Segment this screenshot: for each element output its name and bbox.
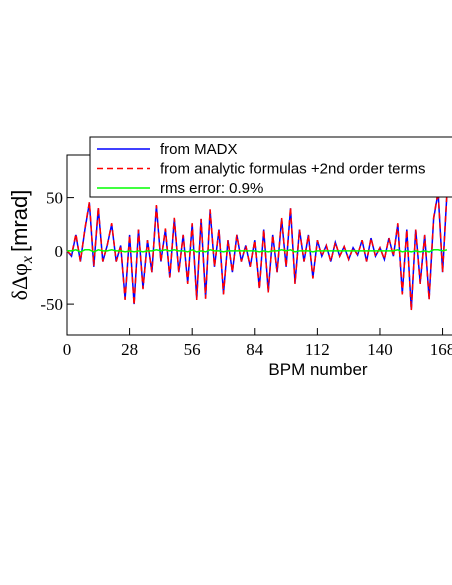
y-axis-label: δΔφx [mrad] <box>7 190 36 301</box>
series-line <box>66 191 448 311</box>
legend-label: rms error: 0.9% <box>160 180 263 197</box>
legend-label: from analytic formulas +2nd order terms <box>160 161 426 178</box>
x-axis-label: BPM number <box>268 360 368 379</box>
y-label-main: δΔφ <box>7 263 32 300</box>
y-label-unit: [mrad] <box>7 190 32 252</box>
x-tick-label: 28 <box>121 340 138 359</box>
y-tick-label: -50 <box>40 295 63 314</box>
x-tick-label: 168 <box>430 340 452 359</box>
legend-label: from MADX <box>160 141 238 158</box>
x-tick-label: 140 <box>367 340 393 359</box>
x-tick-label: 0 <box>63 340 72 359</box>
legend-box <box>89 136 452 198</box>
y-label-sub: x <box>19 256 36 264</box>
series-line <box>67 248 448 253</box>
x-tick-label: 84 <box>246 340 264 359</box>
y-tick-label: 0 <box>55 242 64 261</box>
y-tick-label: 50 <box>46 189 63 208</box>
x-tick-label: 56 <box>184 340 201 359</box>
x-tick-label: 112 <box>305 340 330 359</box>
